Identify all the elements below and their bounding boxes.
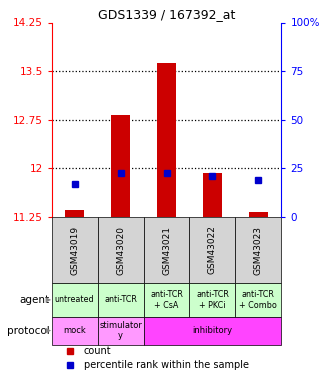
Bar [235,283,281,316]
Text: count: count [84,345,112,355]
Text: inhibitory: inhibitory [192,326,232,335]
Text: GSM43022: GSM43022 [208,226,217,274]
Bar [98,316,144,345]
Bar [189,283,235,316]
Text: GSM43019: GSM43019 [70,225,79,274]
Bar [98,217,144,283]
Text: anti-TCR
+ Combo: anti-TCR + Combo [239,290,277,310]
Bar [52,217,98,283]
Bar [144,217,189,283]
Bar [189,217,235,283]
Bar [203,173,222,217]
Text: agent: agent [19,295,49,305]
Text: mock: mock [63,326,86,335]
Bar [144,316,281,345]
Text: protocol: protocol [7,326,49,336]
Text: anti-TCR
+ CsA: anti-TCR + CsA [150,290,183,310]
Bar [235,217,281,283]
Text: anti-TCR
+ PKCi: anti-TCR + PKCi [196,290,229,310]
Text: GSM43021: GSM43021 [162,225,171,274]
Text: stimulator
y: stimulator y [99,321,142,340]
Bar [98,283,144,316]
Bar [157,63,176,217]
Text: GSM43023: GSM43023 [254,225,263,274]
Bar [144,283,189,316]
Bar [65,210,84,217]
Text: percentile rank within the sample: percentile rank within the sample [84,360,249,370]
Text: anti-TCR: anti-TCR [104,296,137,304]
Bar [111,115,130,217]
Bar [249,212,268,217]
Bar [52,316,98,345]
Bar [52,283,98,316]
Text: GSM43020: GSM43020 [116,225,125,274]
Title: GDS1339 / 167392_at: GDS1339 / 167392_at [98,8,235,21]
Text: untreated: untreated [55,296,94,304]
